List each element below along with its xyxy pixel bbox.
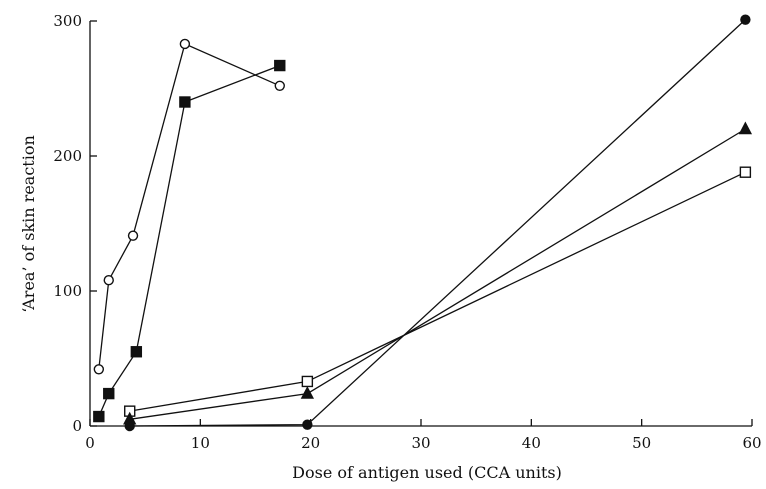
series-line	[129, 19, 746, 427]
y-tick-label: 200	[53, 147, 82, 165]
y-axis-title: ‘Area’ of skin reaction	[19, 135, 38, 313]
filled-circle-marker	[740, 14, 751, 25]
filled-circle-marker	[124, 420, 135, 432]
series-line	[129, 128, 746, 420]
filled-square-marker	[179, 96, 191, 108]
y-tick-label: 300	[53, 12, 82, 30]
open-circle-marker	[127, 230, 139, 241]
x-tick-label: 40	[522, 434, 541, 452]
x-tick-label: 60	[742, 434, 761, 452]
series-filled-square	[93, 59, 286, 423]
series-open-square	[124, 166, 752, 417]
filled-square-marker	[274, 59, 286, 72]
open-circle-marker	[103, 275, 114, 286]
series-open-circle	[93, 38, 285, 375]
axes: 0 10 20 30 40 50 60 0 100 200 300	[53, 12, 761, 452]
open-square-marker	[739, 166, 752, 178]
y-tick-label: 0	[72, 417, 82, 435]
x-tick-label: 50	[632, 434, 651, 452]
filled-square-marker	[103, 387, 115, 400]
filled-triangle-marker	[300, 386, 315, 399]
filled-circle-marker	[302, 419, 313, 430]
series-layer	[93, 14, 753, 432]
filled-square-marker	[130, 346, 143, 358]
x-axis-title: Dose of antigen used (CCA units)	[292, 463, 562, 482]
y-tick-label: 100	[53, 282, 82, 300]
open-circle-marker	[274, 80, 285, 92]
series-filled-triangle	[123, 121, 753, 425]
x-tick-label: 30	[411, 434, 430, 452]
series-line	[98, 64, 281, 417]
open-circle-marker	[179, 38, 191, 50]
x-tick-label: 20	[301, 434, 320, 452]
series-filled-circle	[124, 14, 751, 432]
open-circle-marker	[93, 364, 105, 375]
x-tick-label: 0	[85, 434, 95, 452]
filled-square-marker	[93, 410, 105, 423]
open-square-marker	[301, 375, 314, 388]
series-line	[129, 171, 746, 412]
filled-triangle-marker	[738, 121, 753, 135]
x-tick-label: 10	[191, 434, 210, 452]
series-line	[98, 42, 281, 370]
